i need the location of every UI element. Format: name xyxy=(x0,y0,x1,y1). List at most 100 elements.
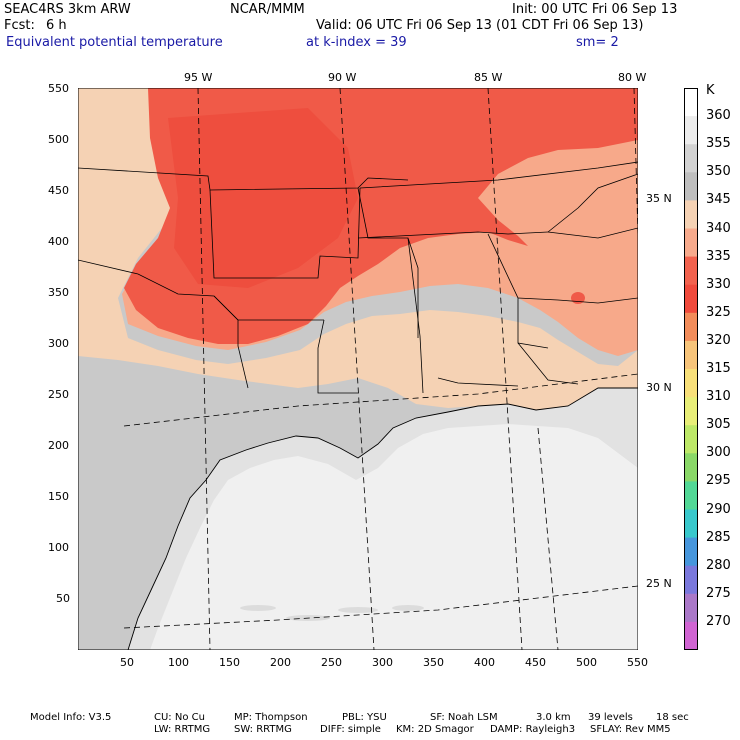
x-tick-label: 500 xyxy=(576,656,597,669)
y-tick-label: 150 xyxy=(48,490,69,503)
colorbar-level-label: 275 xyxy=(706,585,731,601)
colorbar-level-label: 330 xyxy=(706,276,731,292)
coastline xyxy=(127,387,638,650)
forecast-hour: 6 h xyxy=(46,18,67,33)
colorbar-swatch xyxy=(684,144,698,173)
x-tick-label: 400 xyxy=(474,656,495,669)
colorbar-swatch xyxy=(684,340,698,370)
colorbar-swatch xyxy=(684,172,698,201)
colorbar-unit: K xyxy=(706,83,715,98)
lon-label: 95 W xyxy=(184,71,213,84)
convective-cell xyxy=(564,286,592,310)
org-label: NCAR/MMM xyxy=(230,2,305,17)
footer-mp: MP: Thompson xyxy=(234,712,308,723)
x-tick-label: 350 xyxy=(423,656,444,669)
colorbar-level-label: 355 xyxy=(706,136,731,152)
footer-sf: SF: Noah LSM xyxy=(430,712,498,723)
colorbar-level-label: 295 xyxy=(706,473,731,489)
colorbar-swatch xyxy=(684,200,698,229)
y-tick-label: 450 xyxy=(48,184,69,197)
state-borders xyxy=(78,161,638,394)
colorbar-level-label: 345 xyxy=(706,192,731,208)
colorbar-swatch xyxy=(684,537,698,567)
colorbar-swatch xyxy=(684,453,698,482)
footer-sw: SW: RRTMG xyxy=(234,724,292,735)
x-tick-label: 450 xyxy=(525,656,546,669)
forecast-label: Fcst: xyxy=(4,18,35,33)
colorbar-swatch xyxy=(684,369,698,398)
theta-e-340-region xyxy=(78,88,638,410)
y-tick-label: 400 xyxy=(48,235,69,248)
footer-model-info: Model Info: V3.5 xyxy=(30,712,112,723)
footer-cu: CU: No Cu xyxy=(154,712,205,723)
colorbar-swatch xyxy=(684,621,698,650)
colorbar-level-label: 320 xyxy=(706,332,731,348)
x-tick-label: 250 xyxy=(321,656,342,669)
footer-diff: DIFF: simple xyxy=(320,724,381,735)
colorbar-level-label: 350 xyxy=(706,164,731,180)
lon-label: 85 W xyxy=(474,71,503,84)
colorbar-swatch xyxy=(684,509,698,539)
ocean-texture xyxy=(228,582,383,608)
y-tick-label: 550 xyxy=(48,82,69,95)
footer-lw: LW: RRTMG xyxy=(154,724,211,735)
y-tick-label: 350 xyxy=(48,286,69,299)
colorbar-level-label: 340 xyxy=(706,220,731,236)
y-tick-label: 100 xyxy=(48,541,69,554)
x-tick-label: 200 xyxy=(270,656,291,669)
x-tick-label: 100 xyxy=(168,656,189,669)
colorbar-swatch xyxy=(684,228,698,258)
y-tick-label: 200 xyxy=(48,439,69,452)
colorbar-swatch xyxy=(684,593,698,623)
model-title: SEAC4RS 3km ARW xyxy=(4,2,131,17)
coastal-water-region xyxy=(128,388,638,650)
colorbar-level-label: 310 xyxy=(706,389,731,405)
colorbar-level-label: 305 xyxy=(706,417,731,433)
colorbar-level-label: 325 xyxy=(706,304,731,320)
colorbar-swatch xyxy=(684,565,698,595)
colorbar-swatch xyxy=(684,481,698,510)
theta-e-325-region xyxy=(168,108,358,288)
colorbar-level-label: 285 xyxy=(706,529,731,545)
theta-e-map xyxy=(78,88,638,650)
y-tick-label: 50 xyxy=(56,592,70,605)
x-tick-label: 50 xyxy=(120,656,134,669)
colorbar-swatch xyxy=(684,88,698,117)
smoothing-label: sm= 2 xyxy=(576,35,619,50)
footer-timestep: 18 sec xyxy=(656,712,689,723)
colorbar-level-label: 300 xyxy=(706,445,731,461)
colorbar-swatch xyxy=(684,425,698,454)
colorbar-level-label: 290 xyxy=(706,501,731,517)
y-tick-label: 500 xyxy=(48,133,69,146)
colorbar-level-label: 270 xyxy=(706,613,731,629)
lat-lon-grid xyxy=(123,88,638,650)
k-index-label: at k-index = 39 xyxy=(306,35,407,50)
x-tick-label: 150 xyxy=(219,656,240,669)
colorbar-swatch xyxy=(684,256,698,286)
footer-damp: DAMP: Rayleigh3 xyxy=(490,724,576,735)
colorbar-level-label: 335 xyxy=(706,248,731,264)
footer-km: KM: 2D Smagor xyxy=(396,724,474,735)
lon-label: 90 W xyxy=(328,71,357,84)
lon-label: 80 W xyxy=(618,71,647,84)
colorbar xyxy=(684,88,698,650)
colorbar-level-label: 360 xyxy=(706,108,731,124)
lat-label: 35 N xyxy=(646,192,672,205)
colorbar-level-label: 280 xyxy=(706,557,731,573)
colorbar-level-label: 315 xyxy=(706,361,731,376)
lat-label: 25 N xyxy=(646,577,672,590)
footer-pbl: PBL: YSU xyxy=(342,712,387,723)
footer-levels: 39 levels xyxy=(588,712,633,723)
x-tick-label: 300 xyxy=(372,656,393,669)
valid-time: Valid: 06 UTC Fri 06 Sep 13 (01 CDT Fri … xyxy=(316,18,644,33)
y-tick-label: 250 xyxy=(48,388,69,401)
colorbar-swatch xyxy=(684,397,698,426)
colorbar-swatch xyxy=(684,284,698,314)
y-tick-label: 300 xyxy=(48,337,69,350)
x-tick-label: 550 xyxy=(627,656,648,669)
footer-sflay: SFLAY: Rev MM5 xyxy=(590,724,671,735)
init-time: Init: 00 UTC Fri 06 Sep 13 xyxy=(512,2,678,17)
colorbar-swatch xyxy=(684,116,698,145)
footer-resolution: 3.0 km xyxy=(536,712,571,723)
lat-label: 30 N xyxy=(646,381,672,394)
